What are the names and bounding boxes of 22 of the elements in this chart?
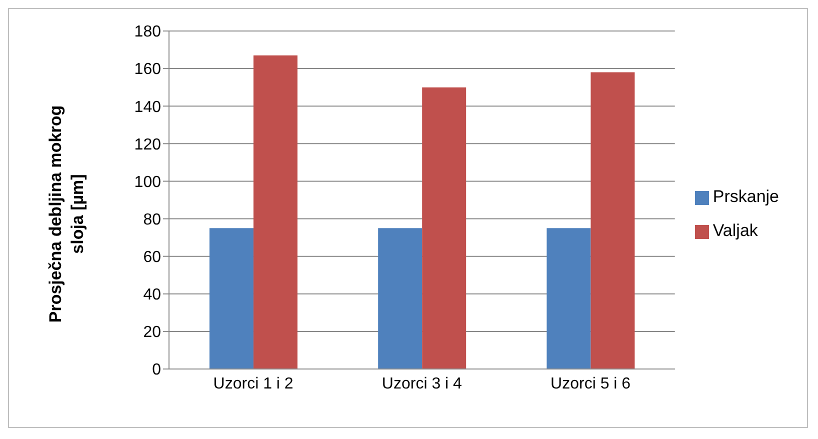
bar [422, 87, 466, 369]
y-tick-label: 40 [143, 286, 162, 304]
y-tick-label: 120 [134, 136, 162, 154]
y-tick-label: 180 [134, 24, 162, 41]
x-tick-label: Uzorci 3 i 4 [382, 375, 462, 392]
bar [253, 55, 298, 369]
legend-label: Valjak [712, 221, 758, 240]
x-tick-label: Uzorci 5 i 6 [550, 375, 631, 392]
bar [378, 228, 422, 369]
x-tick-label: Uzorci 1 i 2 [213, 375, 294, 392]
y-axis-title: Prosječna debljina mokrog sloja [µm] [45, 104, 88, 325]
bar [209, 228, 254, 369]
y-tick-label: 160 [134, 61, 162, 78]
y-tick-label: 0 [152, 362, 162, 379]
y-tick-label: 80 [143, 211, 162, 228]
y-tick-label: 60 [143, 249, 162, 266]
bar [590, 72, 635, 369]
bar [546, 228, 591, 369]
y-tick-label: 20 [143, 324, 162, 342]
legend-label: Prskanje [712, 187, 779, 206]
y-tick-label: 100 [134, 174, 162, 191]
y-tick-label: 140 [134, 98, 162, 116]
